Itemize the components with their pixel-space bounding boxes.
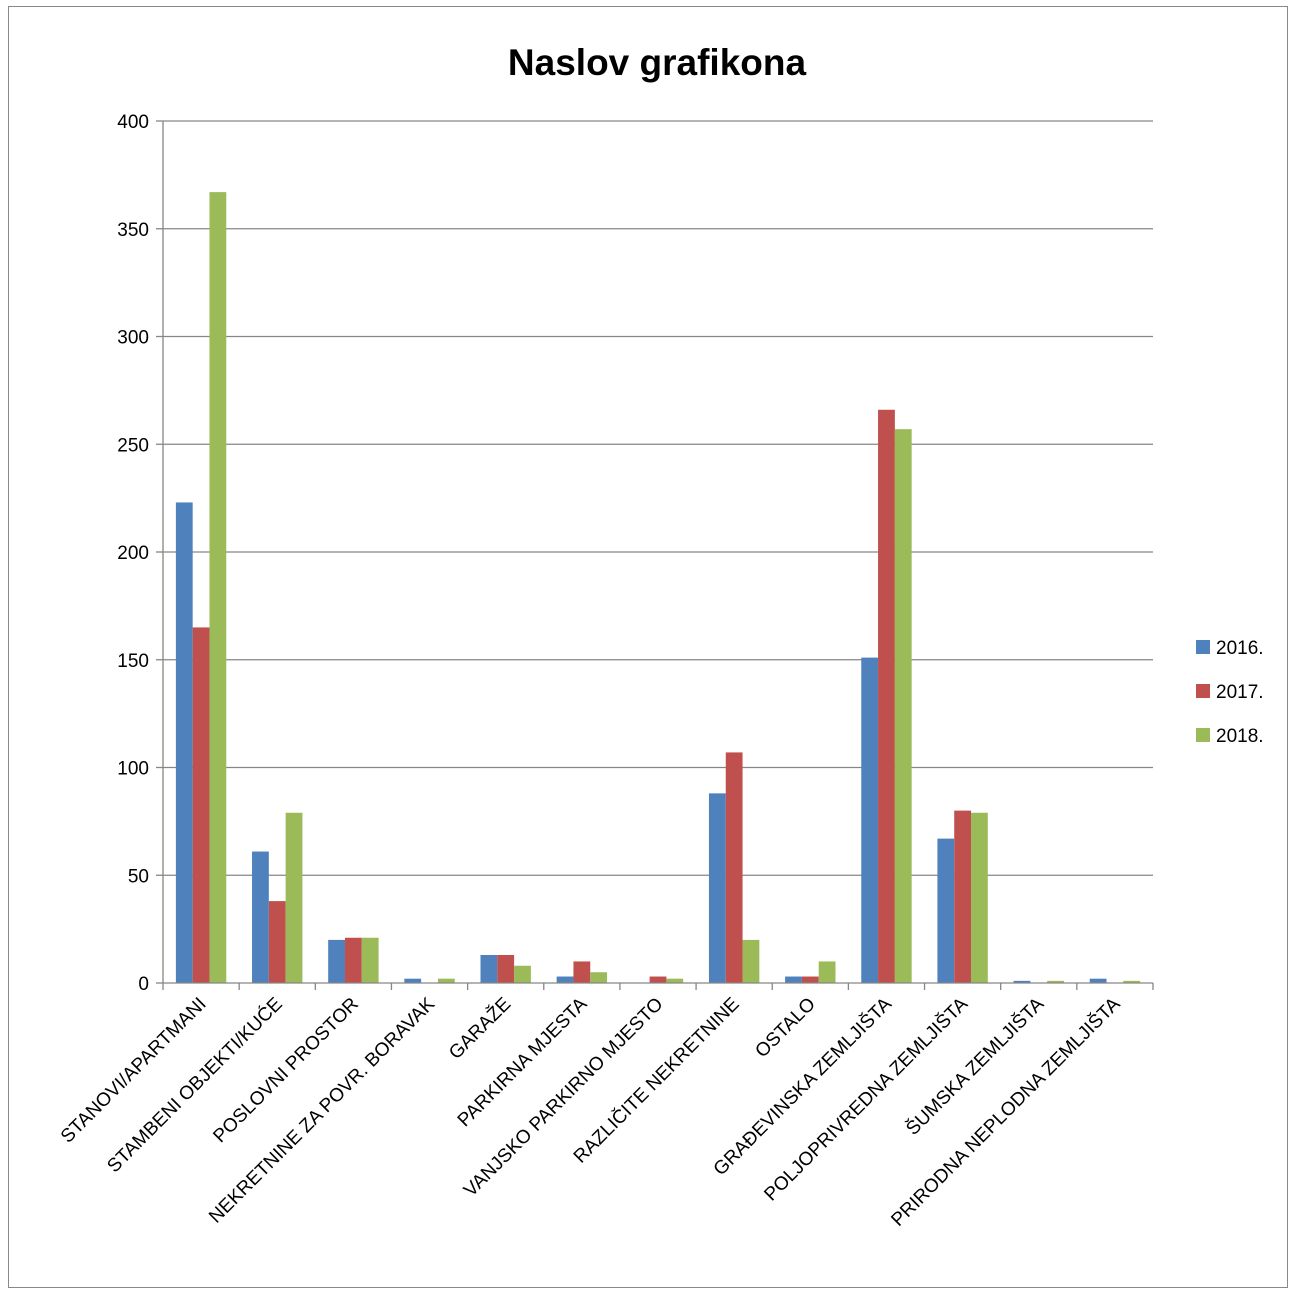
bar-2018-11 [1047, 980, 1064, 983]
bar-2016-7 [708, 793, 726, 983]
legend-swatch [1196, 640, 1210, 654]
bar-2018-1 [285, 812, 303, 983]
bar-2018-5 [590, 972, 608, 983]
bar-2016-3 [404, 978, 422, 983]
bar-2016-2 [328, 939, 345, 983]
bar-2017-4 [497, 954, 515, 983]
bar-2017-6 [649, 976, 667, 983]
bar-2016-5 [556, 976, 574, 983]
y-tick-label: 300 [117, 328, 149, 349]
y-tick-label: 150 [117, 651, 149, 672]
bar-2016-8 [785, 976, 802, 983]
bar-2016-12 [1089, 978, 1107, 983]
bar-2017-0 [192, 627, 210, 983]
bar-2018-3 [437, 978, 455, 983]
y-tick-label: 50 [128, 866, 149, 887]
legend-label: 2017. [1216, 682, 1264, 703]
y-tick-label: 400 [117, 112, 149, 133]
bar-2016-10 [937, 838, 955, 983]
legend-swatch [1196, 684, 1210, 698]
bar-2018-12 [1123, 980, 1141, 983]
bar-2018-0 [209, 192, 227, 984]
bar-2016-0 [175, 502, 193, 983]
legend-swatch [1196, 728, 1210, 742]
legend-label: 2018. [1216, 726, 1264, 747]
x-category-label: ŠUMSKA ZEMLJIŠTA [902, 993, 1049, 1140]
legend-label: 2016. [1216, 638, 1264, 659]
bar-2017-1 [268, 901, 286, 983]
y-tick-label: 100 [117, 759, 149, 780]
x-category-label: POSLOVNI PROSTOR [209, 994, 362, 1147]
y-tick-label: 200 [117, 543, 149, 564]
bar-2018-4 [514, 965, 531, 983]
bar-2018-6 [666, 978, 684, 983]
bar-2017-7 [725, 752, 743, 983]
bar-2017-10 [954, 810, 972, 983]
bar-2018-2 [361, 937, 379, 983]
x-category-label: STANOVI/APARTMANI [57, 994, 211, 1148]
y-tick-label: 250 [117, 435, 149, 456]
bar-2018-9 [894, 429, 912, 983]
bar-2017-5 [573, 961, 591, 983]
bar-2016-1 [252, 851, 269, 983]
bar-2017-9 [878, 409, 895, 983]
y-tick-label: 0 [138, 974, 149, 995]
bar-2016-9 [861, 657, 879, 983]
chart-title: Naslov grafikona [508, 42, 807, 83]
bar-2018-8 [818, 961, 836, 983]
y-tick-label: 350 [117, 220, 149, 241]
bar-2018-10 [971, 812, 988, 983]
bar-2018-7 [742, 939, 760, 983]
x-category-label: OSTALO [751, 994, 819, 1062]
bar-2016-11 [1013, 980, 1031, 983]
x-category-label: GARAŽE [444, 993, 515, 1064]
x-category-label: PARKIRNA MJESTA [454, 993, 592, 1131]
bar-2017-8 [801, 976, 819, 983]
bar-2017-2 [344, 937, 362, 983]
bar-2016-4 [480, 954, 498, 983]
